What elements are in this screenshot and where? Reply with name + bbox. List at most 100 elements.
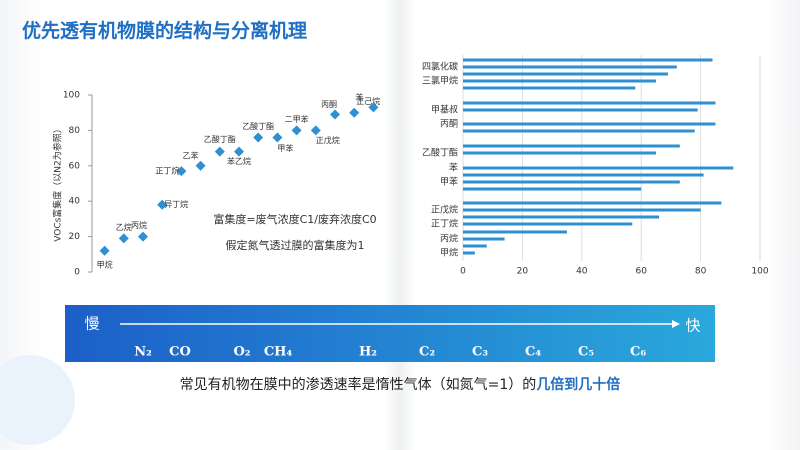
gas-label: CO	[169, 345, 191, 360]
point-label: 丙酮	[321, 100, 337, 109]
gas-label: O₂	[233, 345, 250, 360]
gas-label: C₆	[630, 345, 646, 360]
y-tick-label: 正丁烷	[431, 218, 458, 230]
bar	[463, 166, 734, 170]
point	[349, 107, 360, 118]
bar	[463, 180, 680, 184]
y-tick-label: 100	[63, 91, 80, 101]
point-label: 乙酸丁酯	[242, 121, 274, 131]
point-label: 甲苯	[277, 143, 293, 153]
point	[234, 146, 244, 157]
gas-label: N₂	[134, 345, 152, 360]
x-tick-label: 40	[576, 267, 588, 277]
point	[291, 125, 302, 136]
point	[176, 166, 187, 177]
fast: 快	[685, 317, 700, 335]
y-axis-label: VOCs富集度（以N2为参照）	[52, 124, 64, 242]
x-tick-label: 80	[695, 267, 707, 277]
bar	[463, 108, 698, 112]
y-tick-label: 丙酮	[440, 119, 458, 130]
bar	[463, 208, 701, 212]
bar	[463, 129, 695, 133]
bar	[463, 72, 668, 76]
point	[272, 132, 283, 143]
bar	[463, 230, 567, 234]
caption-highlight: 几倍到几十倍	[536, 377, 621, 393]
point-label: 甲烷	[97, 259, 113, 269]
point-label: 正戊烷	[316, 135, 340, 145]
point-label: 乙酸丁酯	[204, 134, 236, 144]
bar	[463, 173, 704, 177]
bar	[463, 144, 680, 148]
bar	[463, 86, 636, 90]
point	[195, 160, 206, 171]
gas-label: H₂	[359, 345, 377, 360]
gas-label: C₂	[419, 345, 435, 360]
y-tick-label: 四氯化碳	[422, 61, 458, 73]
bar	[463, 79, 657, 83]
banner	[65, 305, 715, 362]
bar	[463, 187, 642, 191]
y-tick-label: 40	[69, 197, 81, 207]
x-tick-label: 0	[460, 267, 466, 277]
x-tick-label: 100	[751, 267, 768, 277]
y-tick-label: 苯	[449, 162, 458, 174]
point	[118, 233, 129, 244]
annotation: 富集度=废气浓度C1/废弃浓度C0	[213, 212, 376, 226]
point-label: 二甲苯	[285, 114, 309, 124]
arrow-head	[672, 320, 680, 328]
y-tick-label: 正戊烷	[431, 204, 458, 216]
bar	[463, 222, 633, 226]
gas-label: C₅	[578, 345, 594, 360]
point	[157, 199, 168, 210]
decor	[0, 355, 75, 445]
point	[214, 146, 225, 157]
annotation: 假定氮气透过膜的富集度为1	[226, 238, 365, 252]
gas-label: C₃	[472, 345, 488, 360]
bar	[463, 122, 716, 126]
bar	[463, 151, 657, 155]
point-label: 苯乙烷	[227, 156, 251, 166]
point	[138, 231, 148, 242]
bar	[463, 58, 713, 62]
bar	[463, 201, 722, 205]
bar	[463, 215, 660, 219]
point	[330, 109, 340, 120]
point-label: 正丁烷	[155, 166, 179, 176]
y-tick-label: 甲烷	[440, 247, 458, 259]
y-tick-label: 甲基叔	[431, 104, 458, 116]
point-label: 正己烷	[356, 96, 380, 106]
point	[253, 132, 264, 143]
point-label: 异丁烷	[164, 199, 188, 209]
bar	[463, 244, 487, 248]
x-tick-label: 20	[517, 267, 529, 277]
bar	[463, 237, 505, 241]
point-label: 苯	[355, 92, 363, 102]
y-tick-label: 0	[74, 268, 80, 278]
y-tick-label: 60	[69, 161, 81, 171]
y-tick-label: 甲苯	[440, 176, 458, 188]
slide-title: 优先透有机物膜的结构与分离机理	[22, 20, 308, 42]
y-tick-label: 三氯甲烷	[422, 75, 458, 87]
point-label: 丙烷	[131, 220, 147, 230]
gas-label: C₄	[525, 345, 541, 360]
y-tick-label: 丙烷	[440, 233, 458, 245]
x-tick-label: 60	[635, 267, 647, 277]
slow: 慢	[84, 315, 99, 333]
bar	[463, 251, 475, 255]
caption: 常见有机物在膜中的渗透速率是惰性气体（如氮气=1）的几倍到几十倍	[0, 374, 800, 394]
bar	[463, 65, 677, 69]
y-tick-label: 80	[69, 126, 81, 136]
point	[368, 102, 379, 113]
y-tick-label: 20	[69, 232, 81, 242]
point-label: 乙烷	[116, 222, 132, 232]
point	[99, 245, 110, 256]
point-label: 乙苯	[183, 150, 199, 160]
gas-label: CH₄	[264, 345, 293, 360]
point	[310, 125, 321, 136]
y-tick-label: 乙酸丁酯	[422, 148, 458, 159]
caption-text: 常见有机物在膜中的渗透速率是惰性气体（如氮气=1）的	[179, 377, 537, 393]
bar	[463, 101, 716, 105]
